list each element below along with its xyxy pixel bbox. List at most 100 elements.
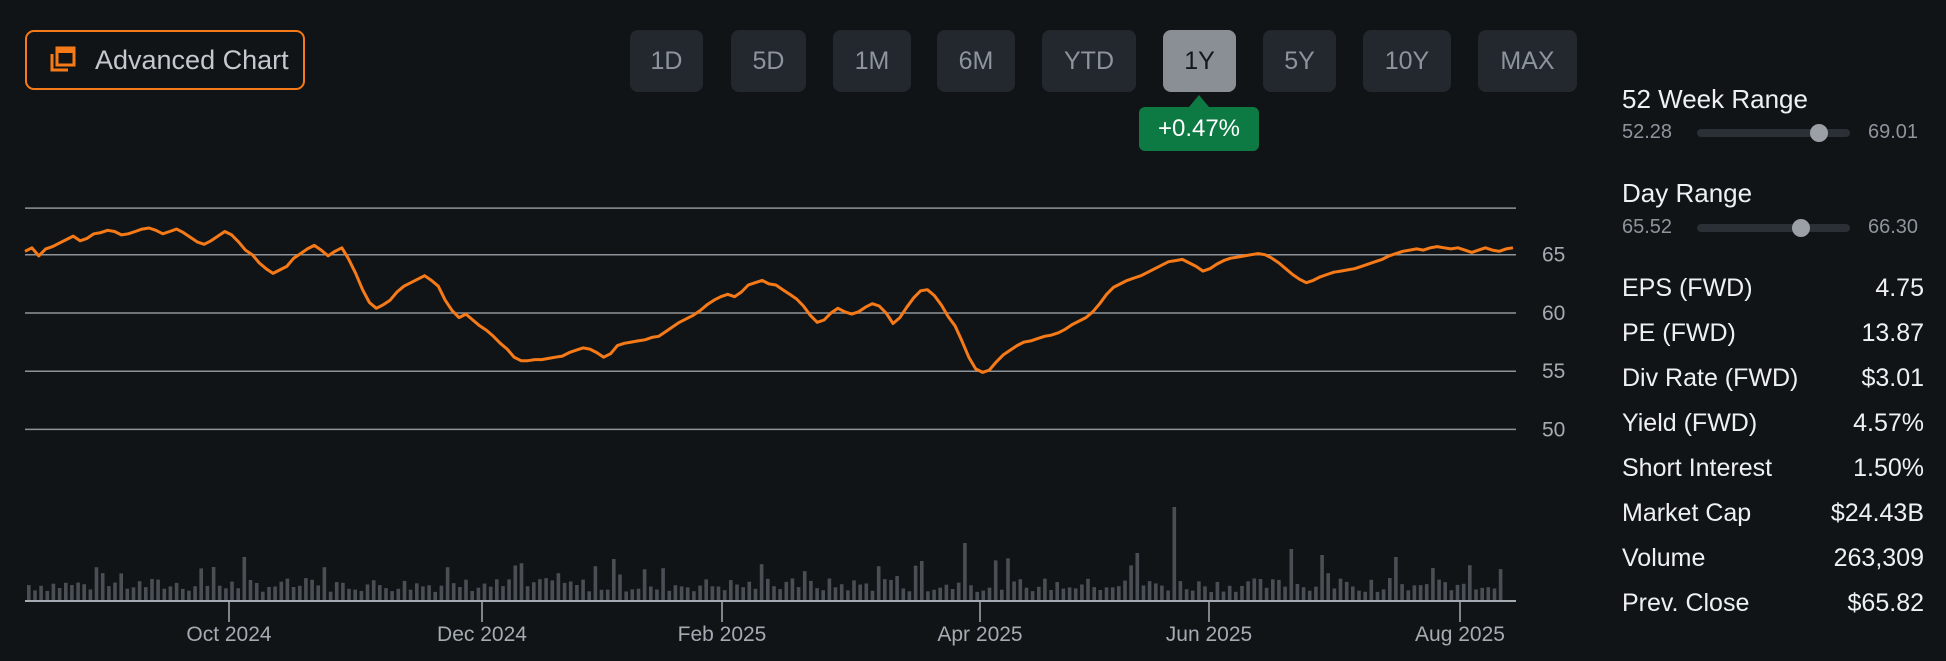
volume-bar — [439, 585, 444, 601]
x-tick-label: Feb 2025 — [678, 623, 767, 646]
volume-bar — [1172, 507, 1177, 601]
volume-bar — [796, 587, 801, 601]
volume-bar — [932, 589, 936, 601]
range-button-1d[interactable]: 1D — [630, 30, 703, 92]
volume-bar — [1061, 588, 1066, 601]
volume-bar — [248, 580, 253, 601]
advanced-chart-button[interactable]: Advanced Chart — [25, 30, 305, 90]
volume-bar — [285, 578, 290, 601]
volume-bar — [1055, 582, 1059, 601]
volume-bar — [328, 591, 333, 601]
range-button-1y[interactable]: 1Y — [1163, 30, 1236, 92]
volume-bar — [390, 591, 394, 601]
range-button-5y[interactable]: 5Y — [1263, 30, 1336, 92]
volume-bar — [316, 585, 320, 601]
volume-bar — [1461, 583, 1466, 601]
volume-bar — [1301, 587, 1306, 601]
volume-bar — [1289, 549, 1294, 601]
volume-bar — [827, 578, 832, 601]
volume-bar — [39, 585, 43, 601]
range-button-5d[interactable]: 5D — [731, 30, 806, 92]
volume-bar — [470, 591, 474, 601]
volume-bar — [156, 579, 160, 601]
volume-bar — [451, 583, 456, 601]
volume-bar — [556, 573, 561, 601]
range-button-1m[interactable]: 1M — [833, 30, 911, 92]
volume-bar — [1197, 581, 1201, 601]
volume-bar — [181, 588, 185, 601]
volume-bar — [267, 587, 271, 601]
stat-row-eps: EPS (FWD) 4.75 — [1622, 270, 1924, 306]
volume-bar — [1154, 583, 1158, 601]
volume-bar — [895, 576, 899, 601]
stat-label: Div Rate (FWD) — [1622, 363, 1799, 392]
volume-bar — [1006, 558, 1010, 601]
volume-bar — [562, 582, 567, 601]
volume-bar — [784, 581, 789, 601]
stat-value: 1.50% — [1853, 453, 1924, 482]
volume-bar — [1184, 589, 1189, 601]
52-week-range-marker — [1810, 124, 1829, 142]
volume-bar — [821, 590, 825, 601]
volume-bars — [27, 507, 1503, 601]
volume-bar — [1252, 578, 1257, 601]
volume-bar — [1234, 591, 1238, 601]
volume-bar — [187, 590, 191, 601]
range-button-ytd[interactable]: YTD — [1042, 30, 1136, 92]
volume-bar — [1307, 590, 1312, 601]
stat-row-market-cap: Market Cap $24.43B — [1622, 495, 1924, 531]
volume-bar — [913, 565, 918, 601]
volume-bar — [76, 582, 80, 601]
volume-bar — [1049, 590, 1053, 601]
range-button-6m[interactable]: 6M — [937, 30, 1015, 92]
volume-bar — [685, 587, 690, 601]
volume-bar — [341, 582, 345, 601]
volume-bar — [858, 584, 862, 601]
range-button-10y[interactable]: 10Y — [1363, 30, 1451, 92]
volume-bar — [1283, 586, 1287, 601]
volume-bar — [1024, 587, 1029, 601]
volume-bar — [365, 584, 370, 601]
volume-bar — [261, 591, 265, 601]
volume-bar — [402, 580, 407, 601]
volume-bar — [766, 578, 770, 601]
volume-bar — [1080, 584, 1084, 601]
volume-bar — [94, 567, 99, 601]
volume-bar — [1147, 581, 1152, 601]
range-button-max[interactable]: MAX — [1478, 30, 1577, 92]
volume-bar — [27, 585, 31, 601]
volume-bar — [1498, 569, 1503, 601]
volume-bar — [45, 590, 50, 601]
volume-bar — [70, 585, 74, 601]
volume-bar — [568, 581, 573, 601]
52-week-low: 52.28 — [1622, 121, 1673, 143]
volume-bar — [993, 560, 998, 601]
volume-bar — [1030, 591, 1035, 601]
volume-bar — [581, 579, 585, 601]
volume-bar — [1203, 586, 1207, 601]
volume-bar — [876, 566, 881, 601]
volume-bar — [642, 569, 647, 601]
volume-bar — [107, 586, 111, 601]
volume-bar — [131, 587, 136, 601]
volume-bar — [704, 579, 708, 601]
volume-bar — [174, 582, 179, 601]
volume-bar — [1357, 590, 1361, 601]
volume-bar — [113, 582, 117, 601]
volume-bar — [1400, 584, 1404, 601]
volume-bar — [230, 581, 234, 601]
volume-bar — [1264, 587, 1269, 601]
volume-bar — [1104, 587, 1109, 601]
volume-bar — [1123, 580, 1127, 601]
volume-bar — [975, 591, 979, 601]
volume-bar — [476, 587, 481, 601]
volume-bar — [236, 588, 240, 601]
volume-bar — [150, 579, 154, 601]
volume-bar — [532, 582, 536, 601]
volume-bar — [624, 591, 628, 601]
volume-bar — [501, 586, 505, 601]
volume-bar — [144, 587, 148, 601]
volume-bar — [137, 581, 142, 601]
volume-bar — [655, 589, 659, 601]
volume-bar — [82, 584, 86, 601]
